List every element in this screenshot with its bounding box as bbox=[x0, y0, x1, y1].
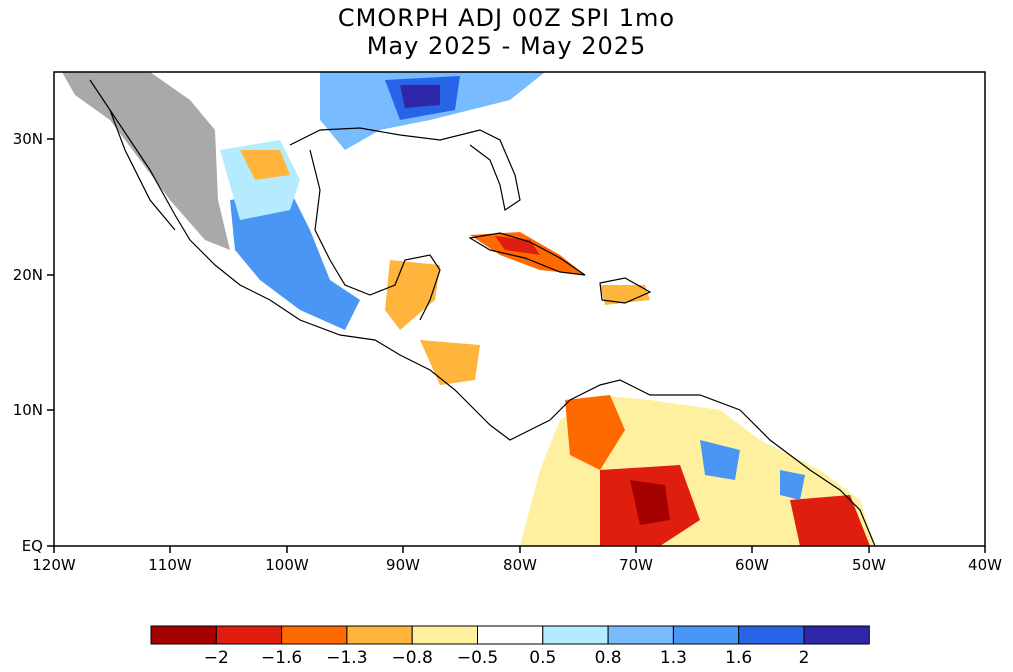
spi-field bbox=[62, 72, 875, 546]
colorbar-label: −2 bbox=[204, 648, 229, 668]
colorbar-label: −0.8 bbox=[392, 648, 433, 668]
dry-cuba-core bbox=[495, 236, 540, 255]
y-tick-label: 20N bbox=[13, 266, 43, 284]
colorbar-label: −1.3 bbox=[326, 648, 367, 668]
x-tick-label: 70W bbox=[619, 556, 653, 574]
colorbar-swatch bbox=[215, 625, 283, 645]
colorbar-label: 1.3 bbox=[660, 648, 687, 668]
dry-yucatan bbox=[385, 260, 440, 330]
x-tick-label: 90W bbox=[386, 556, 420, 574]
x-tick-label: 80W bbox=[503, 556, 537, 574]
colorbar-label: 2 bbox=[799, 648, 810, 668]
colorbar bbox=[150, 625, 870, 645]
colorbar-swatch bbox=[607, 625, 674, 645]
x-tick-labels: 120W 110W 100W 90W 80W 70W 60W 50W 40W bbox=[32, 556, 1002, 574]
colorbar-swatch bbox=[738, 625, 805, 645]
x-tick-label: 60W bbox=[735, 556, 769, 574]
y-tick-label: EQ bbox=[22, 537, 43, 555]
y-tick-label: 10N bbox=[13, 401, 43, 419]
x-tick-label: 120W bbox=[32, 556, 76, 574]
dry-colombia bbox=[565, 395, 625, 470]
wet-mexico bbox=[230, 190, 360, 330]
colorbar-swatch bbox=[411, 625, 479, 645]
x-tick-label: 50W bbox=[852, 556, 886, 574]
wet-guyana bbox=[780, 470, 805, 500]
map-title: CMORPH ADJ 00Z SPI 1mo bbox=[337, 4, 676, 32]
colorbar-swatch bbox=[281, 625, 348, 645]
dry-cuba bbox=[470, 232, 585, 275]
dry-hispaniola bbox=[600, 285, 650, 305]
colorbar-swatch bbox=[477, 625, 544, 645]
colorbar-label: −0.5 bbox=[457, 648, 498, 668]
colorbar-label: 1.6 bbox=[725, 648, 752, 668]
colorbar-swatch bbox=[803, 625, 870, 645]
dry-amazon-core bbox=[630, 480, 670, 525]
dry-texas bbox=[240, 150, 290, 180]
colorbar-label: −1.6 bbox=[261, 648, 302, 668]
x-tick-label: 40W bbox=[968, 556, 1002, 574]
dry-honduras bbox=[420, 340, 480, 385]
colorbar-swatch bbox=[346, 625, 413, 645]
axis-ticks bbox=[47, 138, 986, 553]
wet-core-dark bbox=[400, 85, 440, 108]
colorbar-swatch bbox=[672, 625, 740, 645]
y-tick-labels: 30N 20N 10N EQ bbox=[13, 130, 43, 555]
colorbar-label: 0.8 bbox=[595, 648, 622, 668]
map-subtitle: May 2025 - May 2025 bbox=[366, 32, 647, 60]
colorbar-swatch bbox=[542, 625, 609, 645]
x-tick-label: 100W bbox=[265, 556, 309, 574]
colorbar-label: 0.5 bbox=[529, 648, 556, 668]
colorbar-labels: −2 −1.6 −1.3 −0.8 −0.5 0.5 0.8 1.3 1.6 2 bbox=[204, 648, 810, 668]
colorbar-swatch bbox=[150, 625, 217, 645]
missing-data-area bbox=[62, 72, 230, 250]
x-tick-label: 110W bbox=[148, 556, 192, 574]
dry-guianas bbox=[790, 495, 870, 546]
coastlines bbox=[89, 79, 876, 546]
wet-venezuela bbox=[700, 440, 740, 480]
y-tick-label: 30N bbox=[13, 130, 43, 148]
